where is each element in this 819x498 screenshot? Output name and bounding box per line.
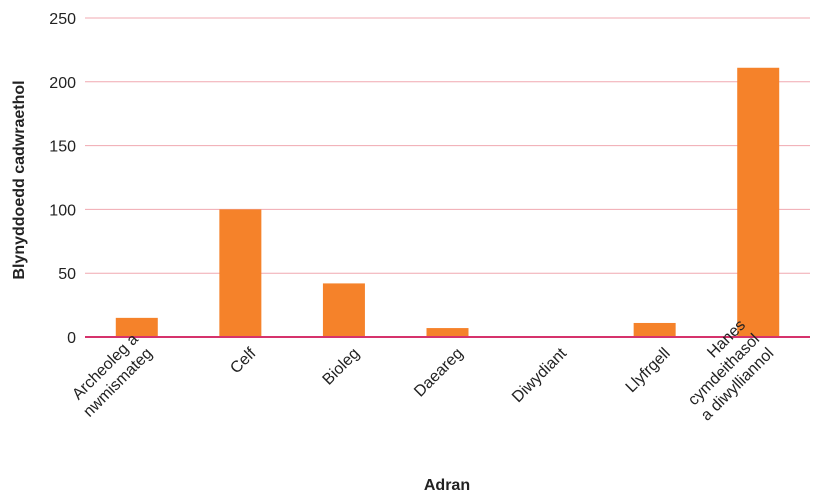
bar-2 [219, 209, 262, 337]
bar-1 [115, 317, 158, 337]
bar-4 [426, 328, 469, 337]
x-category-label-line: Daeareg [411, 345, 466, 400]
x-axis-title: Adran [424, 477, 470, 494]
bar-7 [737, 67, 780, 337]
y-tick-label-50: 50 [58, 266, 76, 283]
bar-3 [322, 283, 365, 337]
gridlines [85, 17, 810, 274]
x-category-label-6: Llyfrgell [623, 345, 674, 396]
bar-6 [633, 322, 676, 337]
x-category-label-5: Diwydiant [509, 345, 570, 406]
x-category-label-line: Llyfrgell [623, 345, 674, 396]
x-category-label-line: Bioleg [320, 345, 363, 388]
bars [115, 67, 780, 337]
y-tick-label-150: 150 [49, 139, 76, 156]
y-tick-label-100: 100 [49, 202, 76, 219]
x-category-label-4: Daeareg [411, 345, 466, 400]
x-category-label-3: Bioleg [320, 345, 363, 388]
x-category-label-line: Celf [227, 345, 260, 378]
y-tick-label-0: 0 [67, 330, 76, 347]
y-tick-label-200: 200 [49, 75, 76, 92]
y-tick-label-250: 250 [49, 11, 76, 28]
y-axis-ticks: 0 50 100 150 200 250 [49, 11, 76, 347]
x-category-label-1: Archeoleg anwmismateg [66, 331, 156, 421]
x-category-label-line: Diwydiant [509, 345, 570, 406]
x-category-label-2: Celf [227, 345, 260, 378]
y-axis-title: Blynyddoedd cadwraethol [11, 80, 28, 279]
